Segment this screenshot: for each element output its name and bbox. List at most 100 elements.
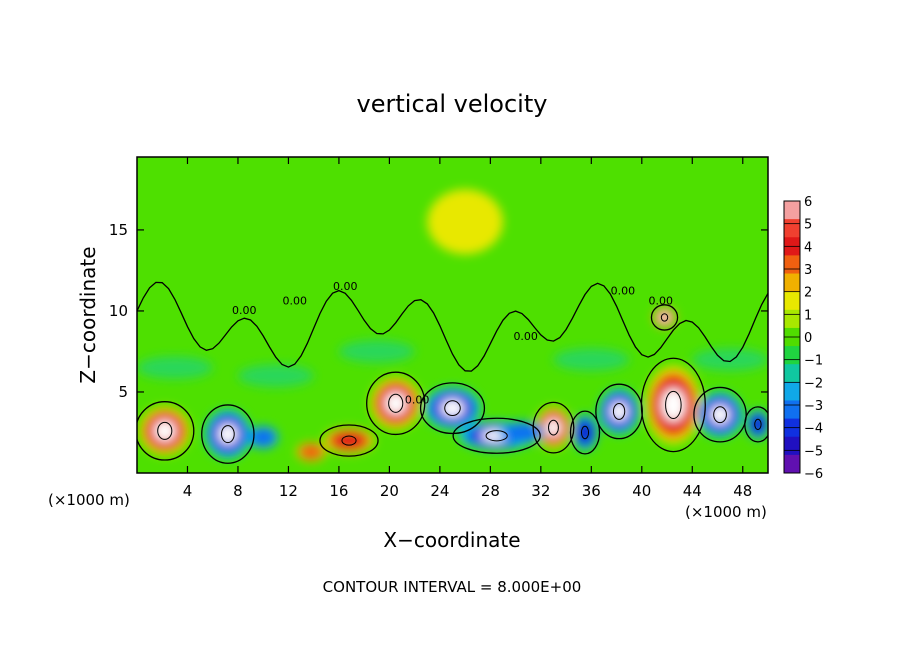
x-axis-label: X−coordinate xyxy=(383,528,520,552)
inner-contour xyxy=(444,400,461,417)
x-tick-label: 20 xyxy=(380,482,399,500)
transition-band xyxy=(553,348,630,371)
x-tick-label: 44 xyxy=(683,482,702,500)
inner-contour xyxy=(713,406,727,424)
colorbar-tick-label: 1 xyxy=(804,308,812,323)
x-tick-label: 16 xyxy=(329,482,348,500)
colorbar-tick-label: 4 xyxy=(804,240,812,255)
inner-contour xyxy=(157,421,173,440)
colorbar-tick-label: −1 xyxy=(804,354,823,369)
contour-interval-annotation: CONTOUR INTERVAL = 8.000E+00 xyxy=(323,578,582,596)
contour-label: 0.00 xyxy=(283,294,308,307)
colorbar-swatch xyxy=(784,309,800,329)
zero-contour xyxy=(319,424,379,457)
transition-band xyxy=(338,340,415,363)
inner-contour xyxy=(341,435,357,446)
velocity-downdraft-cell xyxy=(502,422,542,443)
plot-frame xyxy=(136,156,769,474)
zero-contour xyxy=(532,401,575,454)
velocity-downdraft-cell xyxy=(750,414,766,435)
velocity-field xyxy=(137,189,768,462)
y-unit-label: (×1000 m) xyxy=(48,491,130,509)
zero-contour-upper xyxy=(137,281,768,372)
x-tick-label: 32 xyxy=(531,482,550,500)
colorbar-tick-label: 5 xyxy=(804,218,812,233)
velocity-updraft-cell xyxy=(427,189,503,255)
inner-contour xyxy=(221,425,235,444)
colorbar-tick-label: −6 xyxy=(804,467,823,482)
colorbar-tick-label: 0 xyxy=(804,331,812,346)
colorbar: 6 5 4 3 2 1 0 −1 −2 −3 −4 −5 −6 xyxy=(783,195,823,482)
contour-label: 0.00 xyxy=(611,285,636,298)
x-tick-label: 36 xyxy=(582,482,601,500)
colorbar-tick-label: −2 xyxy=(804,376,823,391)
zero-contour xyxy=(366,371,426,436)
velocity-updraft-cell xyxy=(298,443,325,461)
x-tick-label: 24 xyxy=(430,482,449,500)
x-unit-label: (×1000 m) xyxy=(685,503,767,521)
zero-contour xyxy=(640,357,706,453)
y-axis-label: Z−coordinate xyxy=(76,246,100,383)
zero-contour xyxy=(137,401,195,461)
contour-label: 0.00 xyxy=(333,280,358,293)
colorbar-swatch xyxy=(784,273,800,293)
colorbar-swatch xyxy=(784,400,800,420)
inner-contour xyxy=(548,419,559,436)
zero-contour xyxy=(201,404,255,464)
colorbar-tick-label: 3 xyxy=(804,263,812,278)
plot-area: 0.00 0.00 0.00 0.00 0.00 0.00 0.00 xyxy=(137,157,768,473)
zero-contour xyxy=(693,386,747,443)
zero-contour xyxy=(419,382,486,435)
velocity-downdraft-cell xyxy=(250,427,277,447)
colorbar-tick-label: −4 xyxy=(804,422,823,437)
y-tick-label: 5 xyxy=(118,383,128,401)
colorbar-swatch xyxy=(784,346,800,365)
colorbar-swatch xyxy=(784,382,800,401)
colorbar-swatch xyxy=(784,255,800,275)
transition-band xyxy=(237,364,314,388)
inner-contour xyxy=(580,425,590,440)
colorbar-tick-label: 2 xyxy=(804,286,812,301)
inner-contour xyxy=(754,418,762,430)
colorbar-swatch xyxy=(784,201,800,220)
y-axis: 5 10 15 xyxy=(109,221,768,401)
x-tick-label: 12 xyxy=(279,482,298,500)
zero-contour xyxy=(650,304,679,331)
zero-contour xyxy=(452,417,541,454)
x-tick-label: 8 xyxy=(233,482,243,500)
colorbar-tick-label: −5 xyxy=(804,444,823,459)
velocity-updraft-cell xyxy=(331,431,367,450)
inner-contour xyxy=(485,430,508,442)
inner-contour xyxy=(660,313,669,322)
colorbar-swatch xyxy=(784,436,800,456)
contour-label: 0.00 xyxy=(232,304,257,317)
contour-label: 0.00 xyxy=(648,294,673,307)
inner-contour xyxy=(665,390,682,420)
colorbar-swatch xyxy=(784,291,800,311)
contour-label: 0.00 xyxy=(405,393,430,406)
x-tick-label: 4 xyxy=(183,482,193,500)
velocity-downdraft-cell xyxy=(576,420,594,445)
transition-band xyxy=(692,348,768,371)
transition-band xyxy=(137,356,213,380)
inner-contour xyxy=(388,393,404,413)
colorbar-tick-label: 6 xyxy=(804,195,812,210)
colorbar-swatch xyxy=(784,364,800,383)
y-tick-label: 10 xyxy=(109,302,128,320)
inner-contour xyxy=(612,402,626,420)
contour-lines: 0.00 0.00 0.00 0.00 0.00 0.00 0.00 xyxy=(137,280,768,464)
zero-contour xyxy=(569,410,601,455)
y-tick-label: 15 xyxy=(109,221,128,239)
colorbar-tick-label: −3 xyxy=(804,399,823,414)
x-tick-label: 48 xyxy=(733,482,752,500)
x-tick-label: 40 xyxy=(632,482,651,500)
contour-label: 0.00 xyxy=(513,330,538,343)
x-tick-label: 28 xyxy=(481,482,500,500)
colorbar-swatch xyxy=(784,219,800,238)
chart-title: vertical velocity xyxy=(357,90,548,118)
colorbar-swatch xyxy=(784,454,800,474)
x-axis: 4 8 12 16 20 24 28 32 36 40 44 48 xyxy=(183,157,752,500)
zero-contour xyxy=(744,406,768,443)
